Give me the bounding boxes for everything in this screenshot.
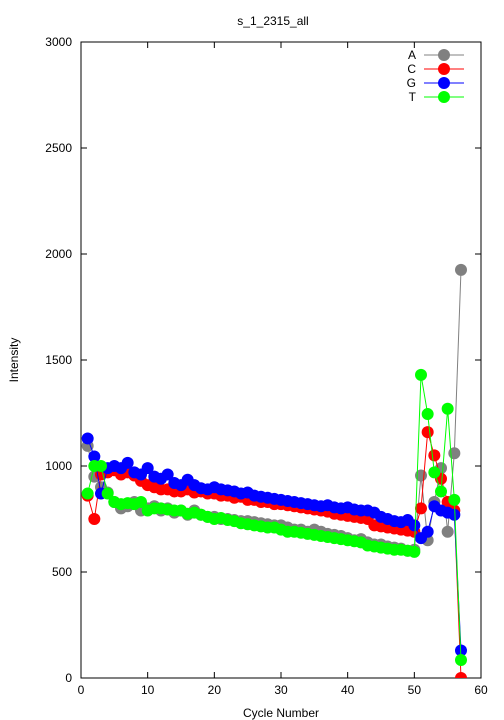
legend-marker-t (438, 91, 450, 103)
chart-title: s_1_2315_all (237, 14, 308, 28)
legend-label-g: G (407, 76, 416, 90)
data-point-t (415, 368, 427, 381)
data-point-t (95, 460, 107, 472)
x-tick-label: 10 (141, 683, 155, 697)
data-point-t (421, 408, 434, 421)
legend-marker-c (438, 63, 450, 75)
data-point-t (408, 545, 421, 558)
x-tick-label: 50 (408, 683, 422, 697)
y-tick-label: 3000 (45, 35, 72, 49)
legend-label-a: A (408, 48, 416, 62)
data-point-c (421, 426, 434, 439)
data-point-g (121, 456, 134, 469)
data-point-t (455, 653, 467, 666)
data-point-t (81, 487, 94, 500)
series-t (81, 368, 467, 666)
data-point-g (81, 432, 94, 445)
legend-label-t: T (409, 90, 417, 104)
data-point-t (448, 493, 461, 506)
data-point-g (161, 468, 174, 481)
axes: 0 10 20 30 40 50 60 0 500 1000 1500 2000 2500 3000 (45, 35, 488, 697)
y-tick-label: 1500 (45, 353, 72, 367)
x-tick-label: 40 (341, 683, 355, 697)
data-point-g (448, 508, 461, 521)
plot-area (81, 263, 467, 678)
data-point-g (141, 462, 154, 475)
data-point-t (101, 487, 114, 500)
data-point-c (428, 449, 441, 462)
y-tick-label: 1000 (45, 459, 72, 473)
data-point-g (408, 519, 421, 532)
data-point-g (88, 450, 101, 463)
data-point-t (435, 485, 447, 498)
y-tick-label: 0 (65, 671, 72, 685)
legend-label-c: C (407, 62, 416, 76)
legend-marker-a (438, 49, 450, 61)
data-point-c (88, 513, 101, 525)
y-tick-label: 2000 (45, 247, 72, 261)
x-tick-label: 60 (474, 683, 488, 697)
y-axis-label: Intensity (7, 338, 21, 383)
data-point-t (428, 466, 441, 479)
x-tick-label: 30 (274, 683, 288, 697)
data-point-a (441, 525, 454, 538)
data-point-c (455, 672, 467, 678)
data-point-t (135, 496, 147, 509)
x-tick-label: 0 (78, 683, 85, 697)
x-axis-label: Cycle Number (243, 706, 319, 720)
data-point-g (421, 525, 434, 538)
data-point-a (455, 263, 467, 276)
data-point-c (415, 502, 427, 515)
y-tick-label: 2500 (45, 141, 72, 155)
legend-marker-g (438, 77, 450, 89)
y-tick-label: 500 (52, 565, 72, 579)
data-point-t (441, 402, 454, 415)
x-tick-label: 20 (208, 683, 222, 697)
